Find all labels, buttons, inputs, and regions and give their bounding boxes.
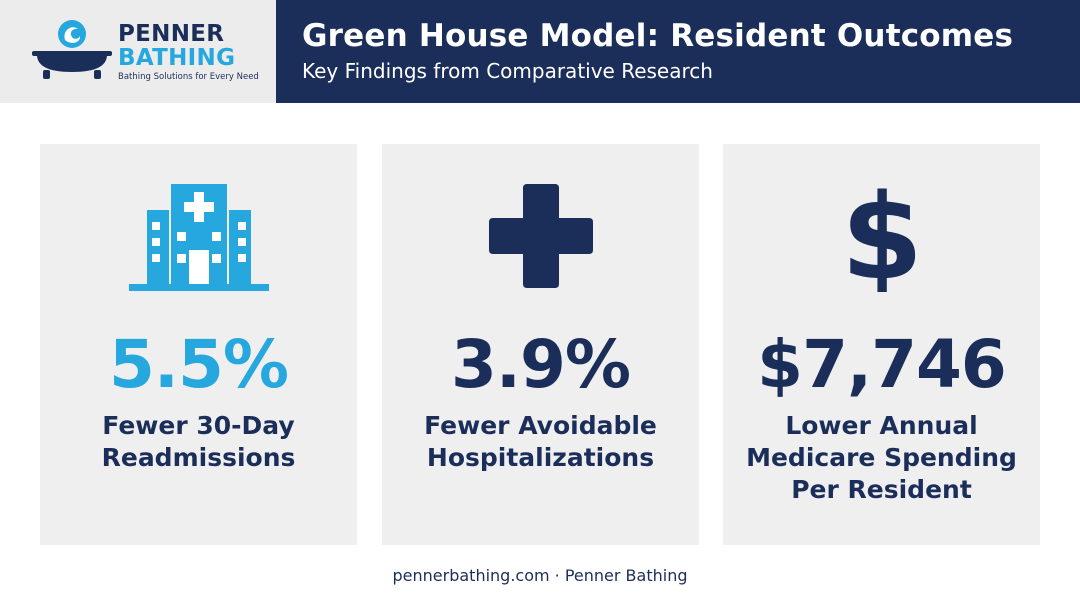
stat-label: Fewer Avoidable Hospitalizations	[392, 410, 689, 474]
brand-name-line2: BATHING	[118, 45, 236, 71]
stat-value: 3.9%	[450, 326, 631, 403]
header-banner: PENNER BATHING Bathing Solutions for Eve…	[0, 0, 1080, 103]
stat-label-line: Hospitalizations	[426, 443, 655, 472]
title-area: Green House Model: Resident Outcomes Key…	[276, 0, 1080, 103]
hospital-building-icon	[128, 184, 269, 291]
stat-label: Lower Annual Medicare Spending Per Resid…	[733, 410, 1030, 506]
stat-card-readmissions: 5.5% Fewer 30-Day Readmissions	[40, 144, 357, 545]
stat-label-line: Readmissions	[101, 443, 296, 472]
stat-label-line: Fewer 30-Day	[102, 411, 295, 440]
stat-value: 5.5%	[108, 326, 289, 403]
medical-cross-icon	[488, 184, 593, 288]
stat-label-line: Medicare Spending	[746, 443, 1017, 472]
brand-logo: PENNER BATHING Bathing Solutions for Eve…	[0, 0, 276, 103]
stat-card-medicare-spending: $ $7,746 Lower Annual Medicare Spending …	[723, 144, 1040, 545]
page-title: Green House Model: Resident Outcomes	[302, 18, 1014, 54]
brand-tagline: Bathing Solutions for Every Need	[118, 72, 259, 82]
stat-label-line: Lower Annual	[785, 411, 978, 440]
brand-name-line1: PENNER	[118, 21, 225, 47]
dollar-sign-icon: $	[840, 180, 922, 292]
stat-value: $7,746	[757, 326, 1007, 403]
svg-text:$: $	[840, 180, 922, 292]
page-subtitle: Key Findings from Comparative Research	[302, 59, 713, 83]
stat-label: Fewer 30-Day Readmissions	[50, 410, 347, 474]
stat-label-line: Fewer Avoidable	[424, 411, 657, 440]
footer-credit: pennerbathing.com · Penner Bathing	[392, 566, 688, 585]
stat-card-hospitalizations: 3.9% Fewer Avoidable Hospitalizations	[382, 144, 699, 545]
stat-label-line: Per Resident	[791, 475, 972, 504]
bathtub-wave-icon	[32, 20, 112, 79]
